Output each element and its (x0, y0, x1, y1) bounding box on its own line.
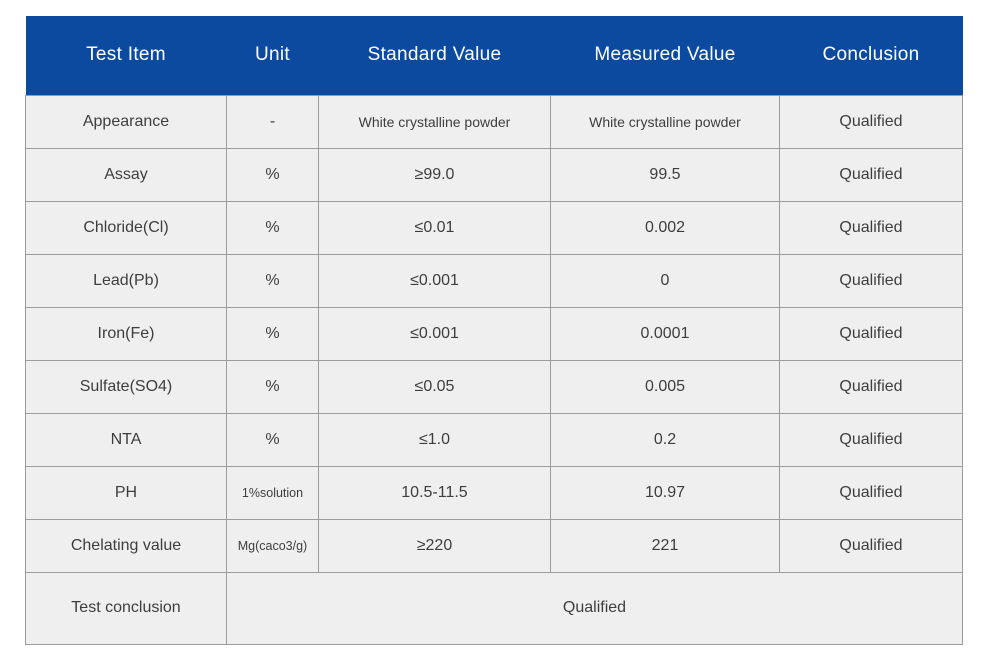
cell-conclusion: Qualified (779, 200, 963, 255)
cell-unit: - (226, 94, 319, 149)
cell-conclusion: Qualified (779, 359, 963, 414)
table-row-lead: Lead(Pb) % ≤0.001 0 Qualified (25, 253, 963, 308)
table-row-test-conclusion: Test conclusion Qualified (25, 571, 963, 645)
cell-standard: ≤1.0 (318, 412, 551, 467)
table-row-appearance: Appearance - White crystalline powder Wh… (25, 94, 963, 149)
cell-standard: ≥99.0 (318, 147, 551, 202)
header-row: Test Item Unit Standard Value Measured V… (25, 16, 963, 95)
cell-unit: % (226, 306, 319, 361)
header-conclusion: Conclusion (779, 16, 963, 95)
cell-standard: ≥220 (318, 518, 551, 573)
cell-standard: ≤0.05 (318, 359, 551, 414)
cell-measured: 10.97 (550, 465, 780, 520)
cell-unit: % (226, 359, 319, 414)
header-unit: Unit (226, 16, 319, 95)
cell-measured: 0.002 (550, 200, 780, 255)
coa-table-container: Test Item Unit Standard Value Measured V… (25, 16, 963, 645)
cell-test-item: Assay (25, 147, 227, 202)
cell-unit: Mg(caco3/g) (226, 518, 319, 573)
cell-standard: ≤0.001 (318, 306, 551, 361)
cell-standard: ≤0.001 (318, 253, 551, 308)
cell-test-item: Lead(Pb) (25, 253, 227, 308)
cell-measured: 0 (550, 253, 780, 308)
cell-test-item: PH (25, 465, 227, 520)
header-test-item: Test Item (25, 16, 227, 95)
cell-conclusion: Qualified (779, 94, 963, 149)
cell-test-item: NTA (25, 412, 227, 467)
table-row-assay: Assay % ≥99.0 99.5 Qualified (25, 147, 963, 202)
cell-unit: % (226, 253, 319, 308)
cell-measured: 0.005 (550, 359, 780, 414)
cell-unit: % (226, 147, 319, 202)
cell-measured: 221 (550, 518, 780, 573)
cell-test-item: Chloride(Cl) (25, 200, 227, 255)
table-row-chloride: Chloride(Cl) % ≤0.01 0.002 Qualified (25, 200, 963, 255)
cell-test-item: Sulfate(SO4) (25, 359, 227, 414)
cell-measured: White crystalline powder (550, 94, 780, 149)
cell-measured: 0.2 (550, 412, 780, 467)
cell-conclusion: Qualified (779, 306, 963, 361)
cell-test-item: Chelating value (25, 518, 227, 573)
cell-unit: 1%solution (226, 465, 319, 520)
table-row-sulfate: Sulfate(SO4) % ≤0.05 0.005 Qualified (25, 359, 963, 414)
cell-conclusion: Qualified (779, 147, 963, 202)
cell-unit: % (226, 412, 319, 467)
cell-measured: 99.5 (550, 147, 780, 202)
cell-test-item: Appearance (25, 94, 227, 149)
cell-unit: % (226, 200, 319, 255)
cell-conclusion: Qualified (779, 412, 963, 467)
quality-test-table: Test Item Unit Standard Value Measured V… (25, 16, 963, 645)
cell-conclusion: Qualified (779, 253, 963, 308)
cell-standard: ≤0.01 (318, 200, 551, 255)
cell-test-item: Iron(Fe) (25, 306, 227, 361)
header-standard-value: Standard Value (318, 16, 551, 95)
cell-standard: White crystalline powder (318, 94, 551, 149)
table-row-ph: PH 1%solution 10.5-11.5 10.97 Qualified (25, 465, 963, 520)
cell-conclusion: Qualified (779, 465, 963, 520)
header-measured-value: Measured Value (550, 16, 780, 95)
table-row-nta: NTA % ≤1.0 0.2 Qualified (25, 412, 963, 467)
table-row-iron: Iron(Fe) % ≤0.001 0.0001 Qualified (25, 306, 963, 361)
cell-test-conclusion-label: Test conclusion (25, 571, 227, 645)
cell-test-conclusion-value: Qualified (226, 571, 963, 645)
cell-standard: 10.5-11.5 (318, 465, 551, 520)
cell-measured: 0.0001 (550, 306, 780, 361)
cell-conclusion: Qualified (779, 518, 963, 573)
table-row-chelating-value: Chelating value Mg(caco3/g) ≥220 221 Qua… (25, 518, 963, 573)
